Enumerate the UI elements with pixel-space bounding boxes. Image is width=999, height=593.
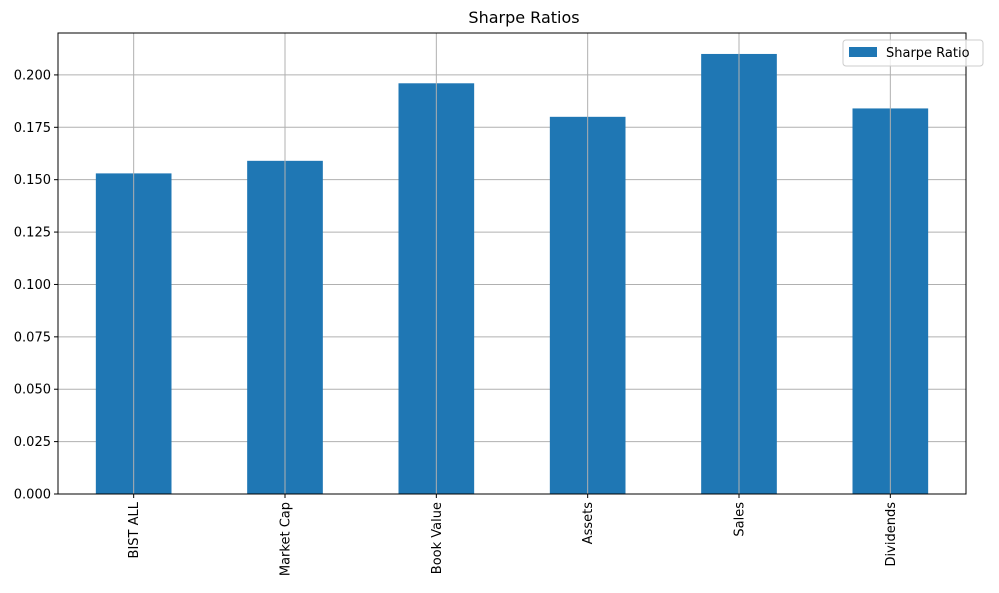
x-tick-label: Book Value (430, 502, 445, 574)
y-tick-label: 0.025 (14, 435, 51, 450)
x-tick-label: Sales (733, 502, 748, 537)
x-axis-ticks: BIST ALL Market Cap Book Value Assets Sales D… (127, 494, 899, 576)
plot-area (58, 33, 966, 494)
legend-swatch (849, 47, 877, 57)
vertical-grid-lines (133, 33, 891, 494)
x-tick-label: Assets (581, 502, 596, 545)
y-tick-label: 0.050 (14, 383, 51, 398)
legend-box (842, 39, 984, 67)
x-tick-label: Dividends (884, 502, 899, 567)
plot-frame (57, 32, 967, 495)
y-tick-label: 0.000 (14, 488, 51, 503)
y-tick-label: 0.150 (14, 173, 51, 188)
x-tick-label: BIST ALL (127, 501, 142, 558)
x-tick-label: Market Cap (279, 502, 294, 576)
y-tick-label: 0.175 (14, 121, 51, 136)
y-axis-ticks: 0.000 0.025 0.050 0.075 0.100 0.125 0.150 0.175… (14, 68, 58, 503)
y-tick-label: 0.125 (14, 226, 51, 241)
legend-label: Sharpe Ratio (886, 46, 970, 61)
y-tick-label: 0.100 (14, 278, 51, 293)
y-tick-label: 0.200 (14, 68, 51, 83)
legend: Sharpe Ratio (842, 39, 984, 67)
y-tick-label: 0.075 (14, 330, 51, 345)
chart-title: Sharpe Ratios (468, 8, 579, 27)
